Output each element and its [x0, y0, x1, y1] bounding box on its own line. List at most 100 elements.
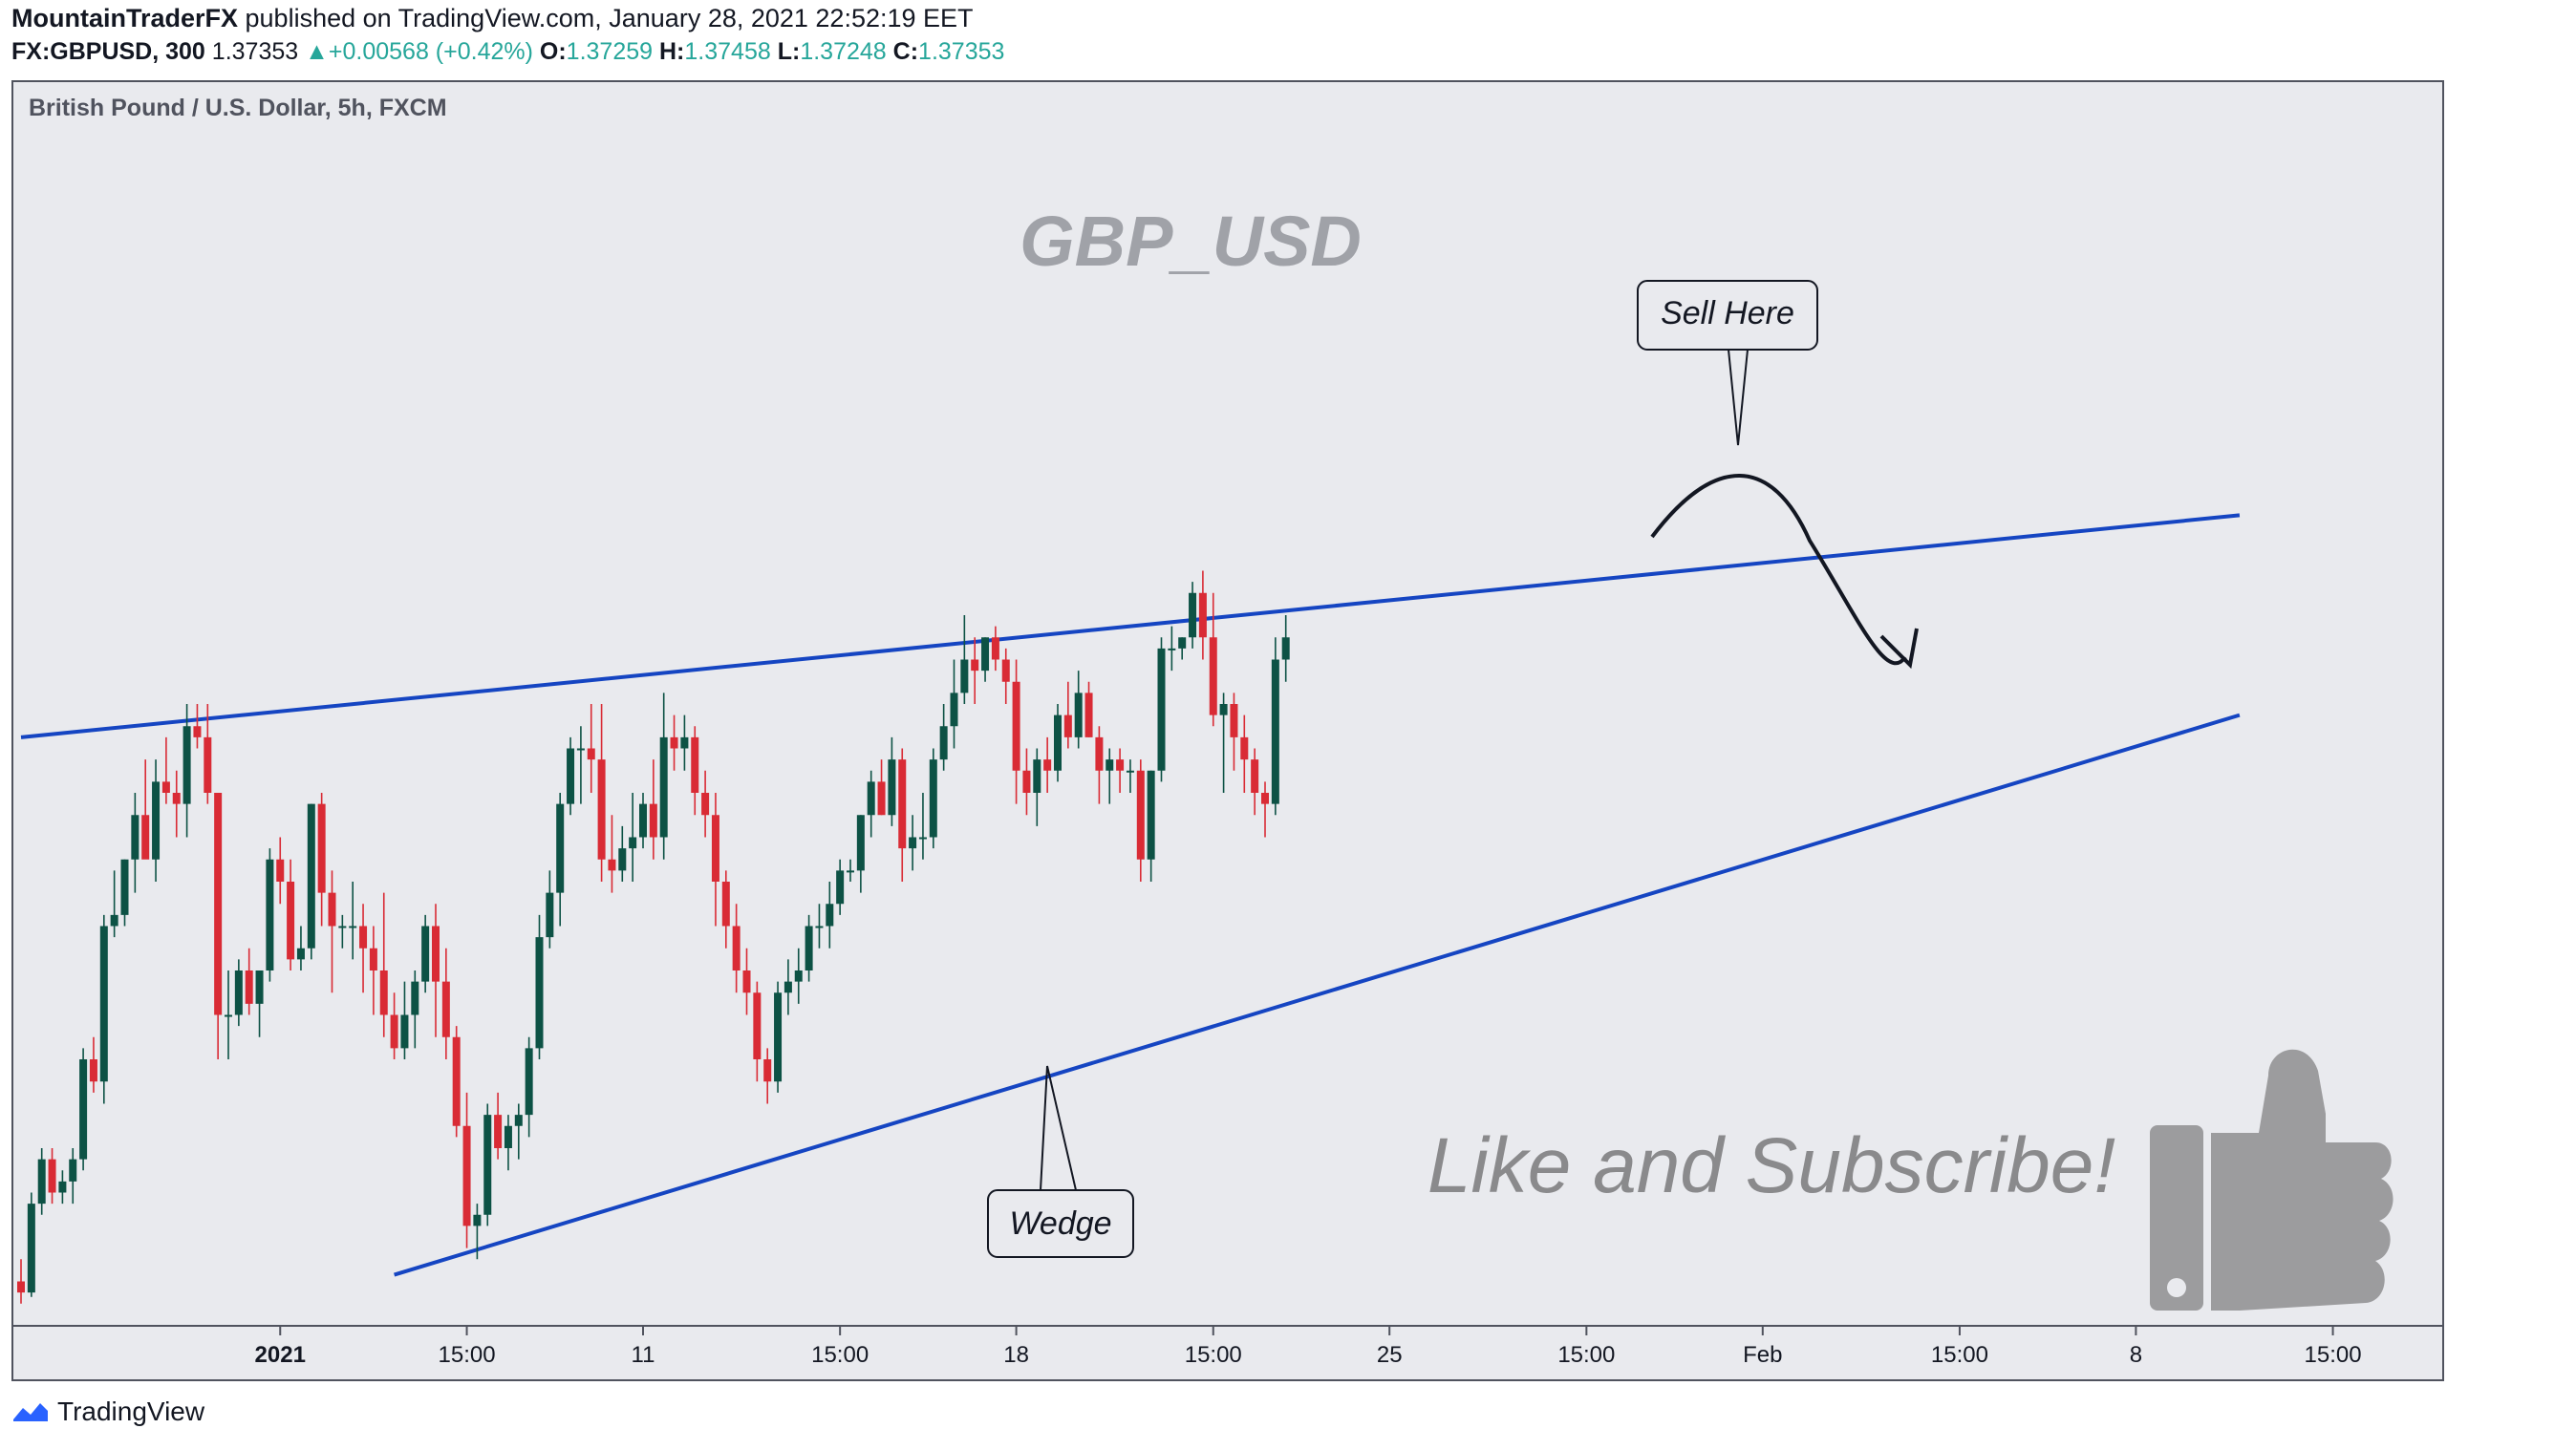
- candle[interactable]: [1251, 759, 1259, 793]
- candle[interactable]: [1168, 648, 1176, 650]
- candle[interactable]: [721, 882, 730, 927]
- candle[interactable]: [152, 781, 161, 860]
- candle[interactable]: [826, 904, 834, 927]
- candle[interactable]: [556, 803, 565, 893]
- candle[interactable]: [774, 992, 783, 1082]
- candle[interactable]: [649, 803, 657, 838]
- tradingview-brand[interactable]: TradingView: [57, 1397, 205, 1426]
- candle[interactable]: [1136, 770, 1145, 860]
- candle[interactable]: [847, 870, 854, 873]
- candle[interactable]: [525, 1048, 533, 1116]
- candle[interactable]: [1261, 793, 1269, 804]
- candle[interactable]: [898, 759, 907, 849]
- author-name[interactable]: MountainTraderFX: [11, 4, 239, 32]
- candle[interactable]: [639, 803, 647, 838]
- candle[interactable]: [1147, 770, 1155, 860]
- candle[interactable]: [950, 693, 958, 727]
- candle[interactable]: [867, 781, 875, 816]
- candle[interactable]: [670, 736, 678, 749]
- candle[interactable]: [1209, 637, 1217, 715]
- candle[interactable]: [815, 926, 824, 928]
- candle[interactable]: [58, 1181, 67, 1193]
- candle[interactable]: [659, 736, 668, 838]
- candle[interactable]: [805, 926, 813, 971]
- thumbs-up-icon[interactable]: [2150, 1049, 2394, 1311]
- candle[interactable]: [400, 1014, 409, 1049]
- candle[interactable]: [711, 815, 719, 882]
- candle[interactable]: [971, 659, 979, 672]
- candle[interactable]: [784, 981, 792, 993]
- candle[interactable]: [763, 1059, 772, 1082]
- candle[interactable]: [1157, 648, 1166, 771]
- candle[interactable]: [328, 892, 336, 927]
- wedge-lower-line[interactable]: [394, 713, 2241, 1277]
- candle[interactable]: [432, 926, 440, 982]
- candle[interactable]: [1189, 592, 1197, 638]
- candle[interactable]: [349, 926, 357, 928]
- candle[interactable]: [753, 992, 762, 1059]
- candle[interactable]: [1043, 759, 1052, 771]
- candle[interactable]: [276, 859, 285, 882]
- candle[interactable]: [504, 1125, 512, 1148]
- candle[interactable]: [379, 970, 388, 1015]
- candle[interactable]: [836, 870, 845, 905]
- candle[interactable]: [89, 1059, 97, 1082]
- candle[interactable]: [918, 837, 927, 840]
- candle[interactable]: [441, 981, 450, 1037]
- candle[interactable]: [888, 759, 896, 816]
- candle[interactable]: [193, 726, 202, 737]
- candle[interactable]: [421, 926, 430, 982]
- candle[interactable]: [245, 970, 253, 1004]
- candle[interactable]: [1198, 592, 1207, 638]
- candle[interactable]: [48, 1159, 56, 1193]
- candle[interactable]: [991, 637, 999, 660]
- wedge-callout-box[interactable]: [987, 1189, 1134, 1258]
- wedge-upper-line[interactable]: [20, 513, 2241, 739]
- candle[interactable]: [929, 759, 937, 838]
- sell-callout-box[interactable]: [1637, 280, 1818, 351]
- chart-panel[interactable]: GBP_USD British Pound / U.S. Dollar, 5h, …: [11, 80, 2444, 1381]
- candle[interactable]: [411, 981, 419, 1015]
- candle[interactable]: [1281, 637, 1290, 660]
- tradingview-logo-icon[interactable]: [11, 1400, 50, 1423]
- candle[interactable]: [287, 882, 295, 960]
- candle[interactable]: [494, 1115, 503, 1148]
- candle[interactable]: [960, 659, 969, 693]
- candle[interactable]: [1271, 659, 1279, 804]
- candle[interactable]: [17, 1281, 25, 1293]
- candle[interactable]: [1178, 637, 1187, 649]
- candle[interactable]: [608, 859, 616, 871]
- candle[interactable]: [483, 1115, 492, 1215]
- candle[interactable]: [567, 748, 575, 804]
- candle[interactable]: [1116, 759, 1125, 771]
- candle[interactable]: [981, 637, 990, 672]
- candle[interactable]: [338, 926, 347, 928]
- candle[interactable]: [37, 1159, 46, 1205]
- candle[interactable]: [99, 926, 108, 1082]
- candle[interactable]: [359, 926, 368, 949]
- candle[interactable]: [1095, 736, 1104, 771]
- candle[interactable]: [939, 726, 948, 760]
- candle[interactable]: [1240, 736, 1249, 760]
- candle[interactable]: [1219, 704, 1228, 715]
- projection-arrow[interactable]: [1650, 474, 1907, 666]
- candle[interactable]: [794, 970, 803, 982]
- candle[interactable]: [182, 726, 191, 804]
- candle[interactable]: [535, 937, 544, 1049]
- candle[interactable]: [1012, 681, 1020, 771]
- candle[interactable]: [473, 1214, 482, 1226]
- candle[interactable]: [877, 781, 886, 816]
- candle[interactable]: [296, 948, 305, 960]
- candle[interactable]: [597, 759, 606, 860]
- candle[interactable]: [1054, 714, 1062, 771]
- candle[interactable]: [27, 1204, 35, 1293]
- price-chart[interactable]: GBP_USD British Pound / U.S. Dollar, 5h, …: [13, 82, 2442, 1379]
- candle[interactable]: [1033, 759, 1041, 793]
- candle[interactable]: [390, 1014, 398, 1049]
- candle[interactable]: [1022, 770, 1031, 793]
- candle[interactable]: [856, 815, 865, 871]
- candle[interactable]: [732, 926, 741, 971]
- candle[interactable]: [79, 1059, 88, 1160]
- candle[interactable]: [172, 793, 181, 804]
- candle[interactable]: [691, 736, 699, 793]
